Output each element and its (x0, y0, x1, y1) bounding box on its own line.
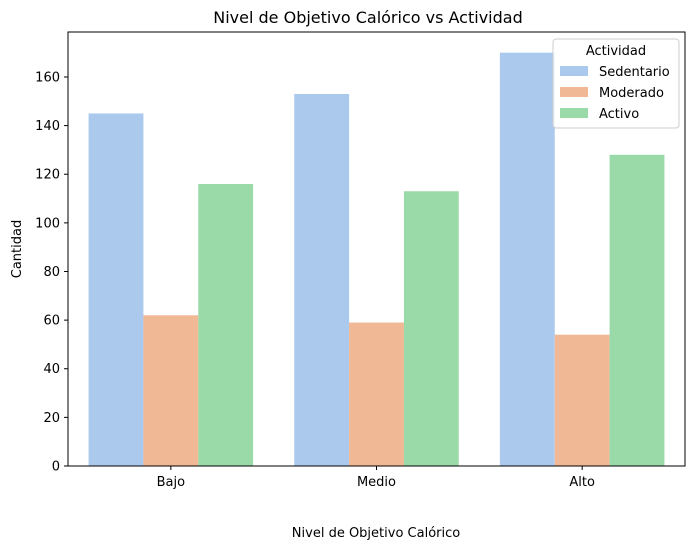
y-tick-label: 120 (35, 168, 60, 183)
bar-moderado-bajo (143, 315, 199, 466)
plot-frame (67, 31, 686, 467)
legend-items: Sedentario Moderado Activo (560, 65, 670, 122)
y-axis: 0 20 40 60 80 100 120 140 160 (35, 70, 68, 475)
chart-title: Nivel de Objetivo Calórico vs Actividad (213, 8, 522, 27)
y-tick-label: 100 (35, 216, 60, 231)
y-tick-label: 140 (35, 119, 60, 134)
legend-box (552, 38, 680, 129)
y-tick-label: 20 (43, 411, 60, 426)
legend-title: Actividad (586, 44, 646, 59)
y-tick-label: 40 (43, 362, 60, 377)
legend-swatch-moderado (560, 87, 588, 97)
x-axis-label: Nivel de Objetivo Calórico (292, 526, 460, 541)
legend-label-moderado: Moderado (599, 86, 664, 101)
legend-label-activo: Activo (599, 107, 639, 122)
bar-sedentario-bajo (88, 113, 144, 466)
y-tick-label: 160 (35, 70, 60, 85)
y-tick-label: 60 (43, 314, 60, 329)
x-tick-label: Alto (569, 475, 595, 490)
y-tick-label: 80 (43, 265, 60, 280)
x-tick-label: Bajo (157, 475, 185, 490)
legend-swatch-sedentario (560, 66, 588, 76)
bars-layer (88, 52, 665, 467)
bar-moderado-medio (349, 322, 404, 466)
bar-activo-medio (403, 191, 459, 467)
y-tick-label: 0 (52, 460, 60, 475)
bar-activo-alto (609, 154, 665, 467)
bar-sedentario-alto (499, 52, 555, 467)
bar-activo-bajo (198, 183, 254, 466)
bar-moderado-alto (554, 334, 610, 466)
legend-label-sedentario: Sedentario (599, 65, 670, 80)
x-tick-label: Medio (357, 475, 396, 490)
y-axis-label: Cantidad (10, 220, 25, 278)
legend: Actividad Sedentario Moderado Activo (552, 38, 680, 129)
bar-sedentario-medio (294, 94, 350, 466)
legend-swatch-activo (560, 108, 588, 118)
x-axis: Bajo Medio Alto (157, 466, 595, 490)
